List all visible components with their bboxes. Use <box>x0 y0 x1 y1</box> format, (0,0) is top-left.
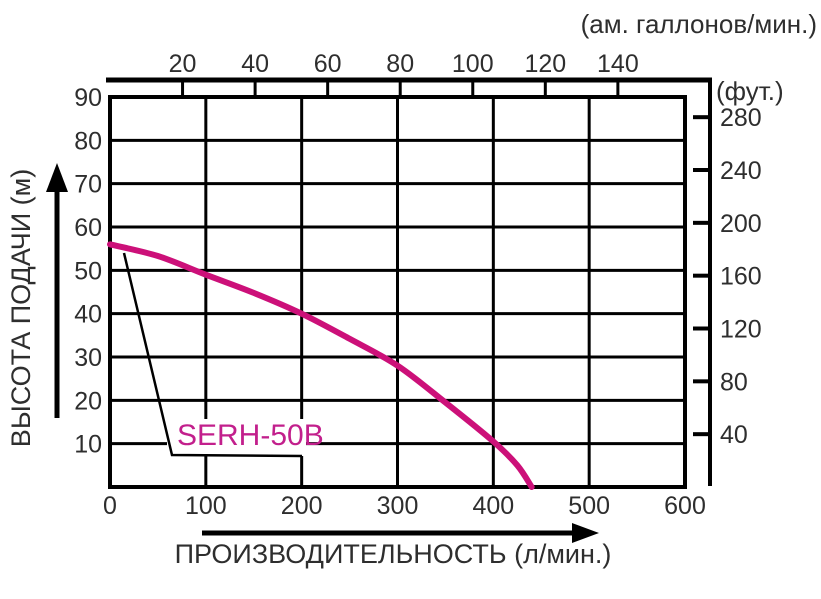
right-axis-title: (фут.) <box>716 76 784 106</box>
series-label-box <box>167 419 306 456</box>
left-tick-label: 80 <box>74 127 102 155</box>
right-tick-label: 200 <box>720 210 762 238</box>
top-tick-label: 80 <box>386 50 414 78</box>
left-tick-label: 50 <box>74 257 102 285</box>
bottom-tick-label: 0 <box>103 492 117 520</box>
left-tick-label: 30 <box>74 344 102 372</box>
right-tick-label: 280 <box>720 104 762 132</box>
bottom-axis-title: ПРОИЗВОДИТЕЛЬНОСТЬ (л/мин.) <box>175 539 612 569</box>
top-tick-label: 40 <box>241 50 269 78</box>
right-tick-label: 40 <box>720 421 748 449</box>
top-tick-label: 120 <box>524 50 566 78</box>
arrowhead-up-icon <box>46 163 68 192</box>
left-tick-label: 70 <box>74 171 102 199</box>
left-tick-label: 10 <box>74 431 102 459</box>
bottom-tick-label: 100 <box>185 492 227 520</box>
top-tick-label: 60 <box>314 50 342 78</box>
left-tick-label: 60 <box>74 214 102 242</box>
bottom-axis-arrow <box>202 523 599 543</box>
right-tick-label: 120 <box>720 316 762 344</box>
bottom-tick-label: 600 <box>664 492 706 520</box>
top-tick-label: 100 <box>452 50 494 78</box>
bottom-tick-label: 400 <box>472 492 514 520</box>
bottom-tick-label: 500 <box>568 492 610 520</box>
series-label: SERH-50B <box>177 419 324 452</box>
left-tick-label: 20 <box>74 387 102 415</box>
left-tick-label: 90 <box>74 84 102 112</box>
curve-layer <box>107 241 535 490</box>
top-tick-label: 140 <box>597 50 639 78</box>
series-label-leader-line <box>122 252 303 458</box>
left-axis-title: ВЫСОТА ПОДАЧИ (м) <box>6 169 36 447</box>
bottom-tick-label: 300 <box>377 492 419 520</box>
plot-frame <box>108 95 687 489</box>
ticks-layer: 10 20 30 40 50 60 70 80 90 0 100 200 300 400 500 600 20 4… <box>74 50 762 520</box>
bottom-tick-label: 200 <box>281 492 323 520</box>
right-tick-label: 240 <box>720 157 762 185</box>
left-axis-arrow <box>46 163 68 418</box>
performance-curve <box>107 241 535 490</box>
series-callout-layer <box>122 252 306 458</box>
top-axis-title: (ам. галлонов/мин.) <box>581 9 817 39</box>
arrowhead-right-icon <box>572 523 599 543</box>
left-tick-label: 40 <box>74 301 102 329</box>
top-tick-label: 20 <box>169 50 197 78</box>
right-tick-label: 80 <box>720 368 748 396</box>
right-tick-label: 160 <box>720 263 762 291</box>
